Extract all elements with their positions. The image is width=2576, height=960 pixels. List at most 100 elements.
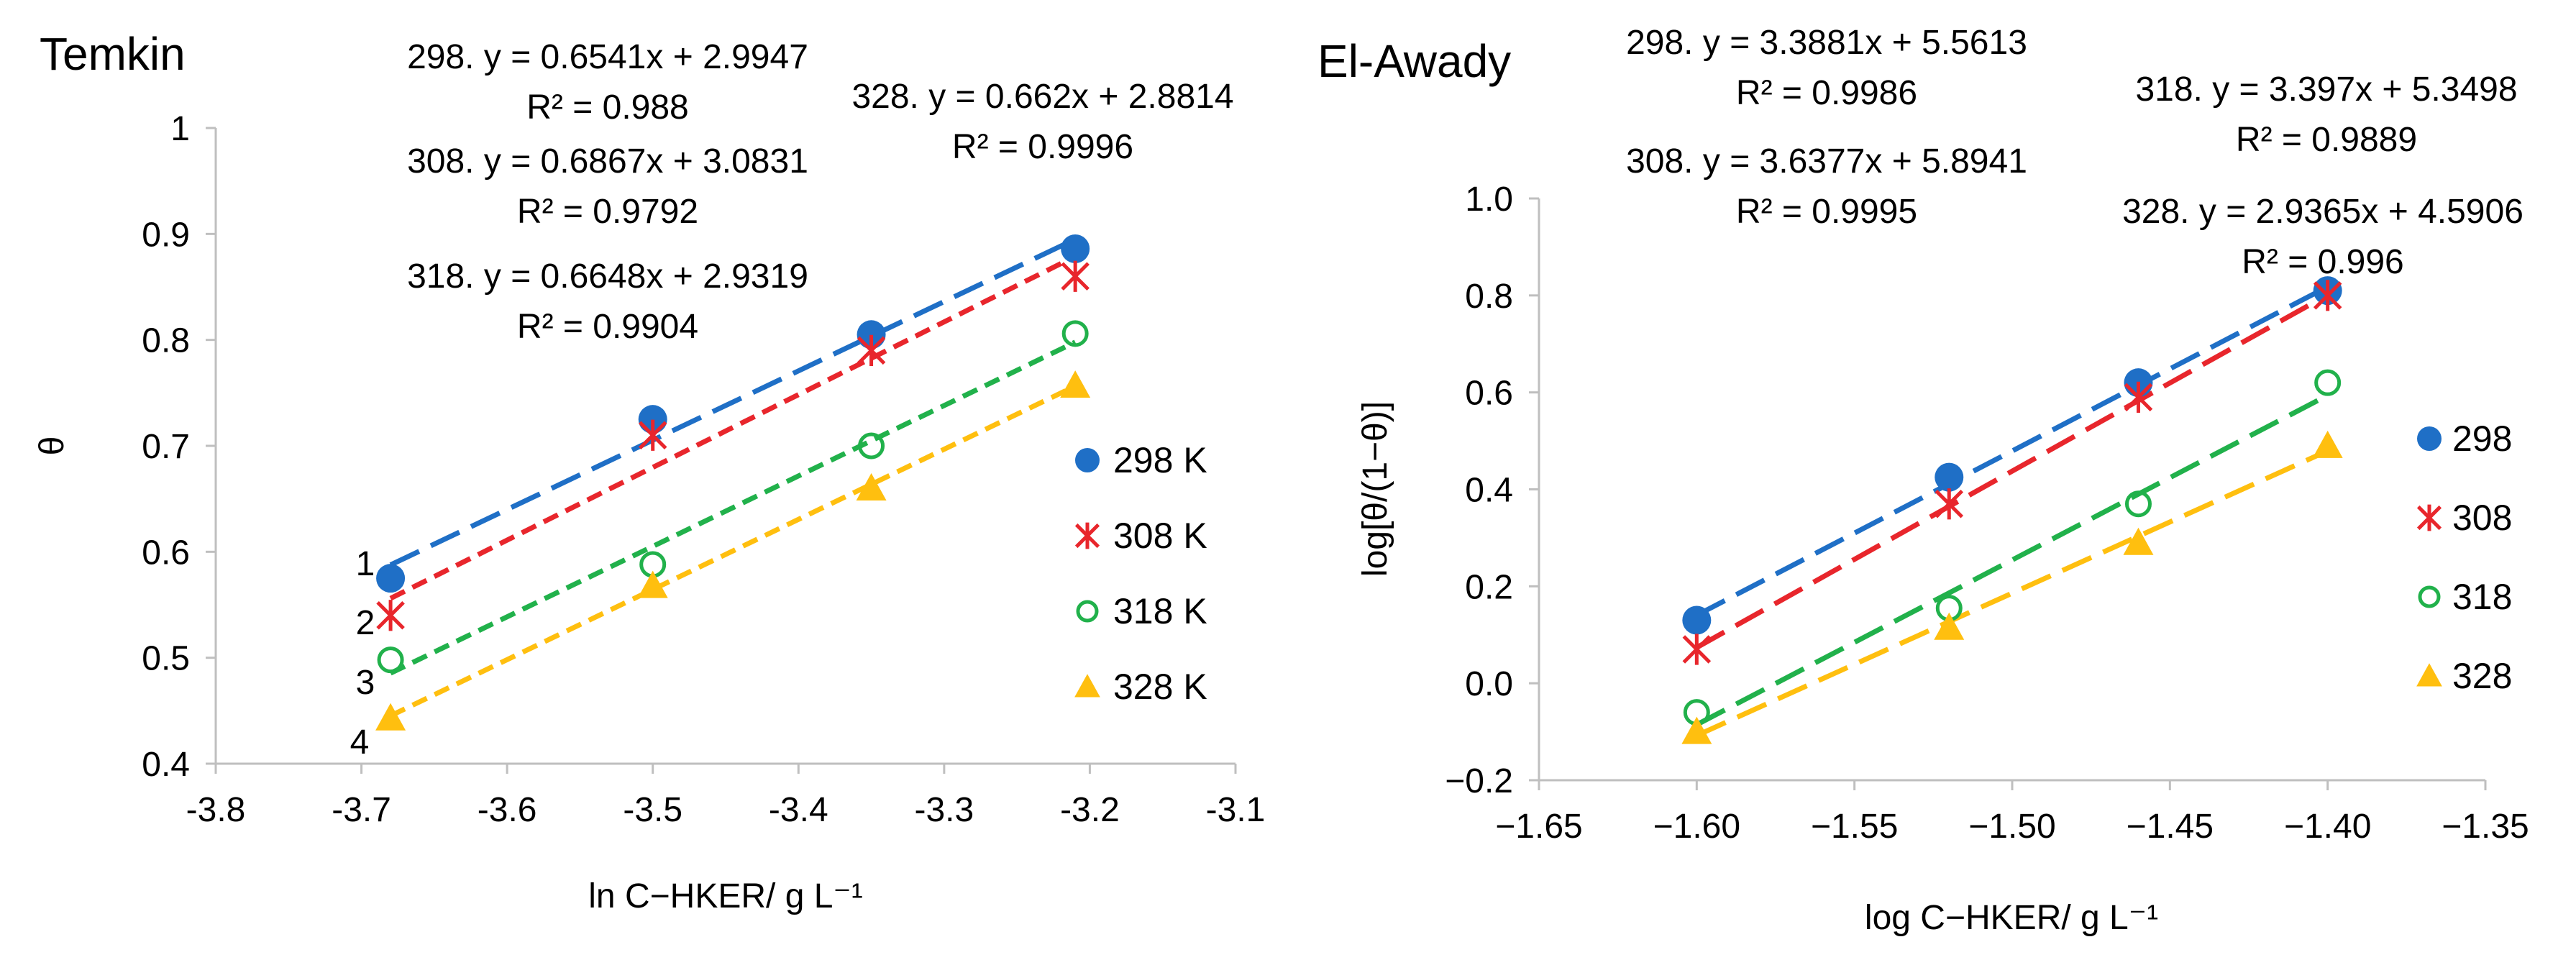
temkin-legend-marker-308k — [1074, 522, 1100, 549]
temkin-r2-328: R² = 0.9996 — [952, 128, 1133, 166]
temkin-x-tick-label: -3.5 — [623, 791, 682, 829]
temkin-y-tick-label: 0.6 — [142, 534, 190, 572]
temkin-legend-label: 298 K — [1113, 440, 1207, 480]
el-awady-x-tick-label: −1.60 — [1653, 808, 1740, 846]
el-awady-eq-328: 328. y = 2.9365x + 4.5906 — [2122, 193, 2524, 231]
el-awady-y-tick-label: 0.4 — [1465, 472, 1513, 510]
temkin-r2-308: R² = 0.9792 — [517, 193, 698, 231]
temkin-point-308k — [1061, 260, 1090, 292]
temkin-point-318k — [858, 432, 885, 460]
el-awady-trendline-298 — [1695, 284, 2329, 618]
temkin-point-328k — [375, 703, 406, 731]
el-awady-y-tick-label: 1.0 — [1465, 180, 1513, 219]
el-awady-legend-marker-308 — [2416, 504, 2442, 531]
temkin-r2-298: R² = 0.988 — [526, 88, 688, 127]
temkin-x-tick-label: -3.2 — [1060, 791, 1120, 829]
temkin-y-tick-label: 0.4 — [142, 746, 190, 784]
el-awady-y-tick-label: 0.8 — [1465, 278, 1513, 316]
el-awady-x-tick-label: −1.65 — [1495, 808, 1582, 846]
temkin-x-axis-title: ln C−HKER/ g L⁻¹ — [588, 877, 862, 915]
el-awady-point-298 — [1682, 605, 1712, 635]
el-awady-y-tick-label: −0.2 — [1445, 762, 1513, 800]
temkin-y-tick-label: 0.5 — [142, 640, 190, 678]
el-awady-point-298 — [1935, 462, 1964, 492]
el-awady-r2-308: R² = 0.9995 — [1736, 193, 1917, 231]
temkin-point-328k — [637, 570, 668, 598]
temkin-panel: Temkin 298. y = 0.6541x + 2.9947 R² = 0.… — [33, 28, 1265, 915]
el-awady-point-328 — [2123, 527, 2154, 555]
temkin-y-tick-label: 0.7 — [142, 428, 190, 466]
el-awady-x-tick-label: −1.40 — [2284, 808, 2371, 846]
el-awady-point-308 — [1935, 488, 1964, 520]
el-awady-title: El-Awady — [1317, 35, 1511, 87]
temkin-line-label-4: 4 — [350, 723, 370, 762]
temkin-point-298k — [376, 564, 406, 593]
el-awady-legend-marker-328 — [2416, 663, 2442, 687]
el-awady-point-308 — [2124, 381, 2153, 413]
temkin-point-308k — [638, 419, 667, 451]
temkin-eq-318: 318. y = 0.6648x + 2.9319 — [407, 257, 808, 296]
temkin-r2-318: R² = 0.9904 — [517, 308, 698, 346]
temkin-legend-label: 328 K — [1113, 667, 1207, 707]
el-awady-eq-308: 308. y = 3.6377x + 5.8941 — [1626, 142, 2027, 180]
temkin-trendline-308k — [389, 254, 1077, 601]
el-awady-trendline-308 — [1695, 292, 2329, 650]
el-awady-point-328 — [2312, 430, 2343, 458]
temkin-y-tick-label: 0.9 — [142, 216, 190, 254]
temkin-y-tick-label: 1 — [170, 110, 190, 148]
temkin-trendline-328k — [389, 383, 1077, 718]
temkin-legend-marker-328k — [1074, 674, 1100, 698]
temkin-point-308k — [857, 334, 886, 366]
el-awady-point-318 — [2314, 369, 2342, 396]
temkin-legend-label: 308 K — [1113, 516, 1207, 556]
el-awady-r2-328: R² = 0.996 — [2242, 243, 2403, 281]
el-awady-legend-marker-318 — [2418, 585, 2441, 608]
temkin-y-tick-label: 0.8 — [142, 322, 190, 360]
temkin-trendline-298k — [389, 237, 1077, 567]
el-awady-r2-318: R² = 0.9889 — [2236, 121, 2417, 159]
el-awady-x-tick-label: −1.35 — [2442, 808, 2529, 846]
el-awady-legend-label: 298 — [2452, 419, 2512, 459]
el-awady-r2-298: R² = 0.9986 — [1736, 74, 1917, 112]
temkin-point-328k — [856, 473, 887, 501]
el-awady-trendline-318 — [1695, 393, 2329, 727]
temkin-title: Temkin — [40, 28, 186, 80]
temkin-x-tick-label: -3.4 — [769, 791, 828, 829]
el-awady-legend: 298 308 318 328 — [2416, 419, 2512, 696]
temkin-x-tick-label: -3.8 — [186, 791, 246, 829]
el-awady-panel: El-Awady 298. y = 3.3881x + 5.5613 R² = … — [1317, 24, 2529, 937]
temkin-eq-328: 328. y = 0.662x + 2.8814 — [851, 78, 1233, 116]
el-awady-point-328 — [1681, 716, 1712, 744]
temkin-trendline-318k — [389, 339, 1077, 676]
temkin-point-328k — [1060, 370, 1091, 398]
temkin-point-308k — [376, 600, 405, 631]
temkin-legend-marker-298k — [1075, 448, 1100, 472]
temkin-x-tick-label: -3.7 — [332, 791, 391, 829]
el-awady-y-tick-label: 0.6 — [1465, 375, 1513, 413]
el-awady-x-axis-title: log C−HKER/ g L⁻¹ — [1865, 899, 2158, 937]
temkin-eq-308: 308. y = 0.6867x + 3.0831 — [407, 142, 808, 180]
temkin-legend-marker-318k — [1076, 600, 1099, 623]
temkin-line-label-1: 1 — [356, 545, 375, 583]
temkin-legend-label: 318 K — [1113, 591, 1207, 631]
el-awady-x-tick-label: −1.55 — [1811, 808, 1898, 846]
el-awady-point-308 — [2313, 280, 2342, 311]
el-awady-legend-label: 328 — [2452, 656, 2512, 696]
el-awady-eq-318: 318. y = 3.397x + 5.3498 — [2135, 70, 2517, 109]
el-awady-trendline-328 — [1695, 448, 2329, 739]
el-awady-legend-label: 318 — [2452, 577, 2512, 617]
temkin-x-tick-label: -3.3 — [914, 791, 974, 829]
el-awady-legend-label: 308 — [2452, 498, 2512, 538]
temkin-point-318k — [377, 646, 404, 674]
el-awady-y-axis-title: log[θ/(1−θ)] — [1356, 401, 1394, 577]
temkin-line-label-2: 2 — [356, 604, 375, 642]
el-awady-point-308 — [1682, 634, 1712, 665]
el-awady-x-tick-label: −1.45 — [2127, 808, 2214, 846]
el-awady-y-tick-label: 0.0 — [1465, 665, 1513, 703]
temkin-point-298k — [1061, 234, 1090, 263]
el-awady-point-328 — [1934, 612, 1965, 640]
el-awady-legend-marker-298 — [2417, 426, 2442, 451]
el-awady-eq-298: 298. y = 3.3881x + 5.5613 — [1626, 24, 2027, 62]
el-awady-y-tick-label: 0.2 — [1465, 568, 1513, 606]
